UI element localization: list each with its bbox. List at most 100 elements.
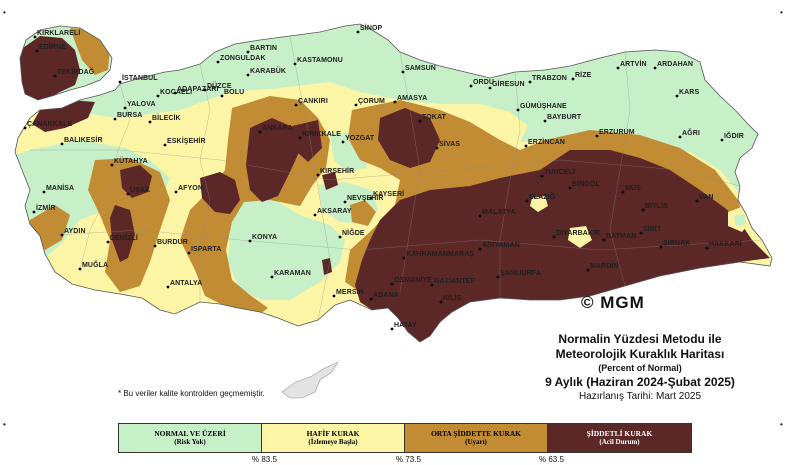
title-line-2: Meteorolojik Kuraklık Haritası xyxy=(555,347,725,361)
city-dot xyxy=(332,294,336,298)
city-dot xyxy=(293,62,297,66)
city-label: KIRIKKALE xyxy=(302,131,341,138)
coastline-thrace xyxy=(19,25,113,101)
city-dot xyxy=(42,190,46,194)
legend-severe-drought: ŞİDDETLİ KURAK (Acil Durum) xyxy=(548,424,691,452)
city-label: AMASYA xyxy=(397,95,427,102)
city-label: DENİZLİ xyxy=(110,234,138,242)
city-dot xyxy=(338,235,342,239)
city-label: KİLİS xyxy=(443,294,462,302)
city-dot xyxy=(35,49,39,53)
city-label: YALOVA xyxy=(127,101,156,108)
city-dot xyxy=(156,94,160,98)
city-label: KARABÜK xyxy=(250,66,286,75)
quality-note: * Bu veriler kalite kontrolden geçmemişt… xyxy=(118,389,265,398)
city-label: KASTAMONU xyxy=(297,57,343,64)
title-period: 9 Aylık (Haziran 2024-Şubat 2025) xyxy=(545,375,735,389)
city-dot xyxy=(595,134,599,138)
city-dot xyxy=(23,126,27,130)
city-label: ARTVİN xyxy=(620,60,647,68)
city-label: ESKİŞEHİR xyxy=(167,137,206,145)
city-dot xyxy=(678,135,682,139)
title-prepared-date: Hazırlanış Tarihi: Mart 2025 xyxy=(578,391,702,402)
city-label: ERZURUM xyxy=(599,129,635,136)
city-label: IĞDIR xyxy=(724,131,744,140)
city-label: AĞRI xyxy=(682,128,700,137)
city-dot xyxy=(496,275,500,279)
city-label: NEVŞEHİR xyxy=(347,194,384,202)
city-label: ÇORUM xyxy=(358,98,385,105)
city-dot xyxy=(163,143,167,147)
city-dot xyxy=(543,119,547,123)
city-dot xyxy=(516,108,520,112)
city-dot xyxy=(258,130,262,134)
city-dot xyxy=(220,94,224,98)
city-label: BİNGÖL xyxy=(572,179,600,188)
coastline-anatolia xyxy=(14,23,773,343)
city-dot xyxy=(439,300,443,304)
city-dot xyxy=(653,66,657,70)
city-dot xyxy=(248,239,252,243)
city-label: RİZE xyxy=(575,71,592,79)
city-dot xyxy=(369,196,373,200)
city-label: MUĞLA xyxy=(82,260,108,269)
corner-mark: • xyxy=(3,420,6,429)
city-label: MERSİN xyxy=(336,288,364,296)
city-label: KIRKLARELİ xyxy=(37,29,80,37)
city-dot xyxy=(418,119,422,123)
threshold-1: % 83.5 xyxy=(252,455,277,464)
city-label: AKSARAY xyxy=(317,208,352,215)
city-dot xyxy=(720,138,724,142)
city-label: ANTALYA xyxy=(170,280,202,287)
city-label: KAYSERİ xyxy=(373,190,404,198)
city-dot xyxy=(616,66,620,70)
city-dot xyxy=(659,245,663,249)
province-borders xyxy=(30,35,763,321)
corner-mark: • xyxy=(780,8,783,17)
city-dot xyxy=(106,240,110,244)
city-dot xyxy=(298,136,302,140)
legend-light-drought: HAFİF KURAK (İzlemeye Başla) xyxy=(262,424,405,452)
city-dot xyxy=(586,268,590,272)
city-dot xyxy=(356,30,360,34)
city-dot xyxy=(166,285,170,289)
city-label: ANKARA xyxy=(262,125,293,132)
city-dot xyxy=(313,213,317,217)
city-label: ÇANKIRI xyxy=(298,98,328,105)
city-label: KOCAELİ xyxy=(160,88,192,96)
legend-label: HAFİF KURAK xyxy=(306,429,360,438)
city-dot xyxy=(401,70,405,74)
city-label: AFYON xyxy=(178,185,203,192)
city-dot xyxy=(469,84,473,88)
city-dot xyxy=(435,146,439,150)
city-label: SİİRT xyxy=(643,225,662,233)
city-label: HATAY xyxy=(394,322,417,329)
city-label: OSMANİYE xyxy=(394,276,432,284)
city-dot xyxy=(203,88,207,92)
city-label: SİNOP xyxy=(360,24,383,32)
city-dot xyxy=(524,144,528,148)
city-label: SİVAS xyxy=(439,140,460,148)
city-dot xyxy=(478,214,482,218)
city-dot xyxy=(126,192,130,196)
city-dot xyxy=(187,251,191,255)
legend-normal: NORMAL VE ÜZERİ (Risk Yok) xyxy=(119,424,262,452)
city-dot xyxy=(113,117,117,121)
city-dot xyxy=(540,174,544,178)
city-label: ADIYAMAN xyxy=(482,242,520,249)
city-label: ÇANAKKALE xyxy=(27,121,72,128)
city-dot xyxy=(174,190,178,194)
city-label: UŞAK xyxy=(130,187,150,194)
city-label: YOZGAT xyxy=(345,135,375,142)
city-label: İSTANBUL xyxy=(122,74,158,82)
city-dot xyxy=(528,80,532,84)
city-label: DÜZCE xyxy=(207,81,232,90)
city-dot xyxy=(246,73,250,77)
legend-sub: (Uyarı) xyxy=(465,438,487,446)
legend-sub: (İzlemeye Başla) xyxy=(308,438,358,446)
city-label: KIRŞEHİR xyxy=(320,167,354,175)
legend-label: NORMAL VE ÜZERİ xyxy=(154,429,226,438)
city-label: KARAMAN xyxy=(274,270,311,277)
city-markers: KIRKLARELİ EDİRNE TEKİRDAĞ İSTANBUL ÇANAKKAL… xyxy=(23,24,744,331)
city-dot xyxy=(488,86,492,90)
